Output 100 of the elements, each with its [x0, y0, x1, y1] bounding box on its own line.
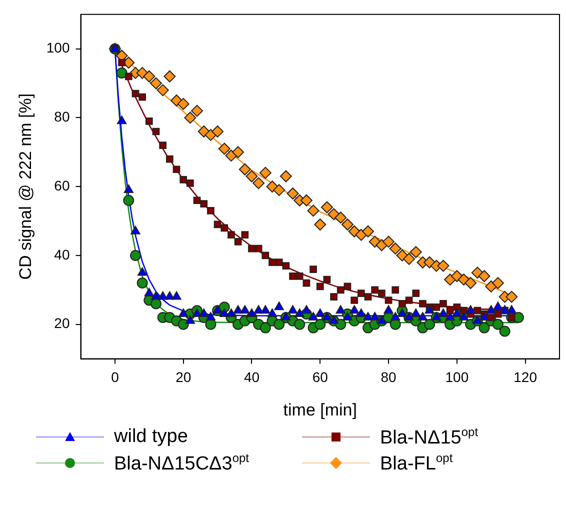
point	[302, 279, 310, 287]
point	[344, 282, 352, 290]
point	[410, 246, 422, 258]
point	[159, 142, 167, 149]
point	[233, 305, 243, 314]
x-tick-label: 0	[111, 369, 120, 386]
point	[438, 308, 448, 318]
point	[254, 305, 264, 314]
legend-label: Bla-NΔ15CΔ3$^{opt}$	[114, 451, 250, 476]
point	[296, 272, 304, 280]
point	[218, 142, 230, 155]
point	[419, 300, 426, 308]
point	[376, 239, 388, 252]
point	[241, 231, 249, 238]
point	[453, 303, 461, 311]
point	[144, 288, 154, 296]
point	[307, 204, 320, 217]
point	[370, 312, 380, 320]
point	[350, 296, 358, 304]
y-tick-label: 20	[54, 315, 70, 332]
point	[300, 194, 312, 206]
point	[193, 196, 201, 204]
y-axis-title: CD signal @ 222 nm [%]	[16, 93, 35, 280]
point	[185, 315, 196, 324]
point	[411, 308, 421, 318]
point	[341, 218, 354, 230]
point	[474, 306, 482, 314]
legend-label: wild type	[114, 426, 188, 448]
point	[234, 238, 242, 246]
point	[267, 308, 278, 318]
point	[289, 272, 296, 280]
point	[145, 117, 153, 125]
point	[479, 312, 490, 320]
point	[286, 187, 299, 200]
point	[184, 112, 196, 124]
point	[164, 70, 176, 82]
x-tick-label: 100	[445, 369, 469, 386]
point	[124, 72, 132, 80]
point	[384, 296, 392, 304]
point	[220, 224, 228, 232]
point	[444, 274, 456, 286]
legend-label: Bla-FL$^{opt}$	[380, 451, 453, 476]
point	[404, 312, 414, 320]
y-tick-label: 40	[54, 246, 70, 262]
point	[116, 116, 127, 124]
point	[437, 260, 450, 272]
point	[130, 226, 140, 234]
x-tick-label: 60	[312, 369, 328, 386]
point	[356, 308, 366, 318]
x-tick-label: 20	[176, 369, 192, 386]
point	[322, 312, 332, 320]
point	[378, 290, 386, 298]
point	[390, 312, 400, 320]
x-tick-label: 80	[380, 369, 397, 386]
point	[281, 312, 291, 320]
point	[392, 286, 400, 294]
point	[238, 163, 251, 176]
point	[382, 236, 395, 248]
point	[445, 312, 455, 320]
point	[398, 300, 406, 308]
point	[246, 308, 257, 318]
point	[275, 258, 283, 266]
point	[116, 67, 128, 78]
point	[412, 290, 420, 298]
point	[192, 308, 202, 318]
point	[288, 305, 298, 314]
point	[335, 318, 346, 330]
point	[364, 293, 372, 300]
y-tick-label: 80	[54, 108, 70, 125]
point	[315, 308, 325, 318]
point	[254, 244, 262, 252]
point	[200, 200, 208, 208]
point	[478, 270, 490, 282]
point	[274, 302, 284, 310]
point	[252, 177, 265, 190]
point	[330, 293, 338, 300]
point	[466, 305, 476, 314]
point	[478, 322, 490, 334]
point	[310, 266, 317, 273]
point	[268, 258, 276, 266]
point	[314, 318, 326, 330]
point	[158, 291, 168, 300]
point	[150, 77, 162, 90]
point	[225, 150, 238, 162]
point	[328, 208, 340, 220]
point	[432, 312, 442, 320]
point	[424, 305, 434, 314]
point	[137, 267, 148, 276]
point	[376, 315, 387, 324]
point	[274, 318, 285, 330]
point	[207, 207, 214, 214]
point	[259, 166, 272, 179]
y-tick-label: 60	[54, 177, 70, 194]
point	[180, 176, 188, 184]
point	[499, 326, 510, 337]
point	[156, 84, 169, 96]
point	[492, 277, 504, 290]
point	[226, 308, 236, 318]
point	[363, 312, 373, 320]
point	[240, 305, 250, 314]
